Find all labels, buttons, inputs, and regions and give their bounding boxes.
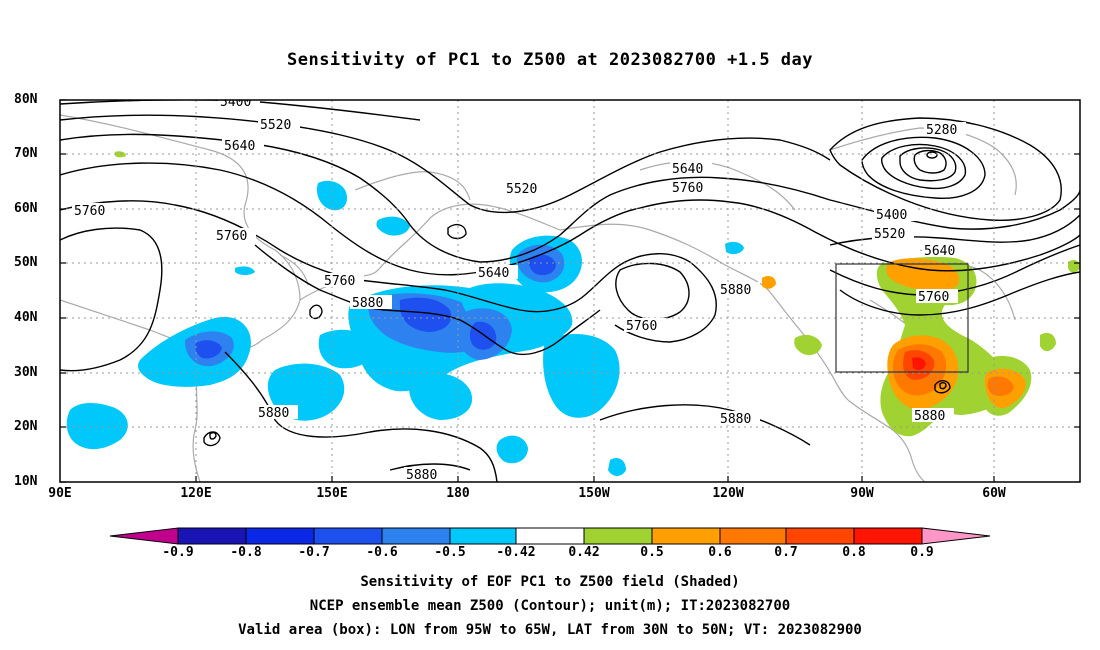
svg-text:5640: 5640 [224,139,255,154]
colorbar-swatch [651,527,721,545]
lon-label: 180 [446,486,470,501]
colorbar-low-arrow [109,527,179,545]
lat-label: 70N [14,146,38,161]
colorbar-label: -0.5 [434,545,466,560]
lon-label: 60W [982,486,1006,501]
svg-text:5880: 5880 [720,283,751,298]
positive-sensitivity-shading [115,151,1080,437]
colorbar-label: 0.8 [842,545,866,560]
lat-label: 10N [14,474,38,489]
svg-text:5760: 5760 [74,204,105,219]
svg-text:5880: 5880 [914,409,945,424]
colorbar-swatch [719,527,787,545]
svg-text:5640: 5640 [924,244,955,259]
colorbar-label: -0.42 [496,545,536,560]
colorbar-label: 0.7 [774,545,798,560]
colorbar-label: 0.5 [640,545,664,560]
colorbar-high-arrow [921,527,991,545]
lon-label: 90E [48,486,72,501]
colorbar-swatch [449,527,517,545]
colorbar-swatch [583,527,653,545]
svg-text:5760: 5760 [626,319,657,334]
lat-label: 50N [14,255,38,270]
svg-text:5280: 5280 [926,123,957,138]
colorbar-label: -0.6 [366,545,398,560]
colorbar-swatch [177,527,247,545]
colorbar-swatch [785,527,855,545]
colorbar-swatch [313,527,383,545]
colorbar-label: -0.8 [230,545,262,560]
colorbar-label: -0.7 [298,545,330,560]
lon-label: 120E [180,486,212,501]
svg-text:5760: 5760 [324,274,355,289]
colorbar-label: 0.9 [910,545,934,560]
colorbar-swatch [381,527,451,545]
colorbar-label: 0.42 [568,545,600,560]
lon-label: 150W [578,486,610,501]
footer-line-2: NCEP ensemble mean Z500 (Contour); unit(… [309,598,791,614]
lat-label: 30N [14,365,38,380]
svg-text:5760: 5760 [216,229,247,244]
map-frame [59,99,1081,483]
axis-ticks [60,99,1080,483]
svg-text:5880: 5880 [258,406,289,421]
colorbar-swatch [853,527,923,545]
lat-label: 60N [14,201,38,216]
colorbar [109,527,991,545]
svg-text:5520: 5520 [874,227,905,242]
contour-labels: 5400 5520 5640 5760 5760 5760 5880 5520 … [72,95,966,483]
valid-area-box [835,263,969,373]
colorbar-swatch [515,527,585,545]
svg-text:5640: 5640 [478,266,509,281]
footer-line-3: Valid area (box): LON from 95W to 65W, L… [238,622,862,638]
svg-text:5880: 5880 [352,296,383,311]
colorbar-label: -0.9 [162,545,194,560]
lat-label: 80N [14,92,38,107]
svg-text:5400: 5400 [876,208,907,223]
svg-text:5880: 5880 [720,412,751,427]
svg-text:5760: 5760 [918,290,949,305]
footer-line-1: Sensitivity of EOF PC1 to Z500 field (Sh… [360,574,740,590]
colorbar-swatch [245,527,315,545]
lon-label: 120W [712,486,744,501]
lat-label: 40N [14,310,38,325]
chart-title: Sensitivity of PC1 to Z500 at 2023082700… [286,50,813,70]
svg-text:5880: 5880 [406,468,437,483]
colorbar-label: 0.6 [708,545,732,560]
svg-text:5760: 5760 [672,181,703,196]
lat-label: 20N [14,419,38,434]
svg-text:5520: 5520 [260,118,291,133]
svg-text:5640: 5640 [672,162,703,177]
lon-label: 150E [316,486,348,501]
svg-text:5400: 5400 [220,95,251,110]
lon-label: 90W [850,486,874,501]
svg-text:5520: 5520 [506,182,537,197]
negative-sensitivity-shading [66,180,744,476]
